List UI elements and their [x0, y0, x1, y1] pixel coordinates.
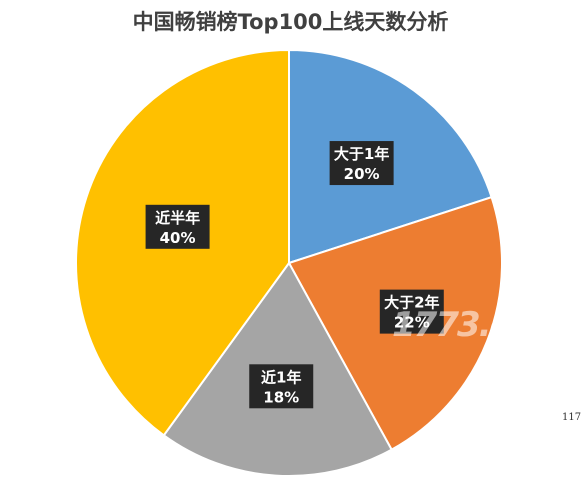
slice-label-0: 大于1年 20%	[329, 141, 394, 186]
pie-slices	[75, 48, 503, 477]
slice-value-label: 20%	[344, 165, 380, 183]
slice-label-1: 大于2年 22%	[379, 289, 444, 334]
slice-value-label: 22%	[394, 314, 430, 332]
slice-label-box	[145, 204, 210, 249]
slice-label-box	[329, 141, 394, 186]
slice-label-box	[249, 364, 314, 409]
slice-category-label: 近1年	[261, 368, 301, 386]
chart-title: 中国畅销榜Top100上线天数分析	[132, 10, 449, 34]
slice-category-label: 近半年	[155, 209, 200, 227]
corner-text: 117	[562, 412, 581, 423]
slice-value-label: 18%	[263, 388, 299, 406]
slice-category-label: 大于1年	[334, 145, 389, 163]
slice-label-box	[379, 289, 444, 334]
slice-category-label: 大于2年	[384, 294, 439, 312]
slice-label-3: 近半年 40%	[145, 204, 210, 249]
watermark-logo: 1773.c	[392, 305, 510, 345]
slice-value-label: 40%	[160, 229, 196, 247]
